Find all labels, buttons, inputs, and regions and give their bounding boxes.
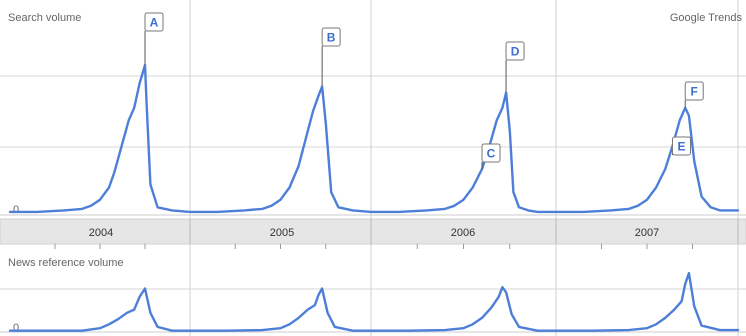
year-label-2006: 2006 xyxy=(451,227,475,239)
annotation-f[interactable]: F xyxy=(684,81,704,108)
annotation-label: E xyxy=(677,140,685,154)
news-series-line xyxy=(8,271,740,332)
annotation-c[interactable]: C xyxy=(481,143,501,170)
annotation-label: D xyxy=(511,45,520,59)
annotation-box xyxy=(481,143,501,163)
annotation-label: C xyxy=(487,147,496,161)
y-tick-label: 0 xyxy=(13,204,19,216)
year-label-2007: 2007 xyxy=(635,227,659,239)
annotation-label: B xyxy=(327,31,336,45)
search-grid xyxy=(0,75,746,216)
annotations: A B C D E F xyxy=(144,12,704,170)
year-dividers xyxy=(189,0,739,336)
news-y-tick-label: 0 xyxy=(13,322,19,334)
brand-label: Google Trends xyxy=(670,12,743,24)
annotation-box xyxy=(321,27,341,47)
search-series-line xyxy=(8,63,740,214)
annotation-e[interactable]: E xyxy=(671,136,691,156)
annotation-box xyxy=(144,12,164,32)
annotation-b[interactable]: B xyxy=(321,27,341,87)
annotation-box xyxy=(671,136,691,156)
news-grid xyxy=(0,288,746,333)
year-label-2004: 2004 xyxy=(89,227,113,239)
annotation-label: A xyxy=(150,16,159,30)
annotation-a[interactable]: A xyxy=(144,12,164,66)
year-axis-band: 2004 2005 2006 2007 xyxy=(0,218,746,249)
news-volume-label: News reference volume xyxy=(8,257,124,269)
minor-ticks xyxy=(54,244,693,249)
annotation-box xyxy=(505,41,525,61)
year-label-2005: 2005 xyxy=(270,227,294,239)
search-volume-label: Search volume xyxy=(8,12,81,24)
annotation-label: F xyxy=(691,85,698,99)
annotation-d[interactable]: D xyxy=(505,41,525,93)
year-band xyxy=(0,218,746,245)
annotation-box xyxy=(684,81,704,101)
